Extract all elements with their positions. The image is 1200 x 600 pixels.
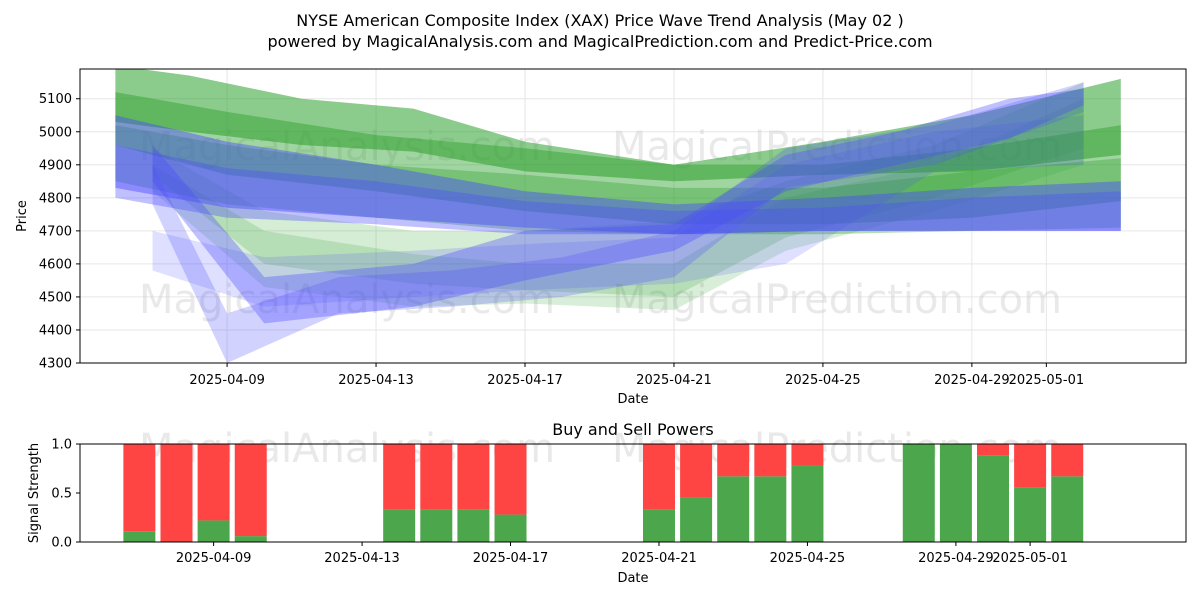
price-axes-frame [79, 68, 1187, 364]
signal-x-tick-label: 2025-04-21 [621, 551, 697, 566]
signal-x-ticks: 2025-04-09 2025-04-13 2025-04-17 2025-04-21… [176, 542, 1068, 566]
signal-y-tick-label: 0.0 [51, 536, 72, 551]
signal-x-tick-label: 2025-04-17 [473, 551, 549, 566]
buy-bar [197, 520, 230, 542]
signal-x-tick-label: 2025-04-29 [918, 551, 994, 566]
signal-y-tick-label: 1.0 [51, 438, 72, 453]
signal-x-tick-label: 2025-05-01 [992, 551, 1068, 566]
price-band-blue-5 [115, 115, 1121, 235]
buy-bar [642, 509, 675, 542]
buy-bar [902, 444, 935, 542]
price-y-tick-label: 4700 [39, 224, 72, 239]
price-x-tick-label: 2025-04-29 [934, 373, 1010, 388]
buy-bar [1051, 476, 1084, 542]
sell-bar [1014, 444, 1047, 488]
signal-x-tick-label: 2025-04-09 [176, 551, 252, 566]
price-y-tick-label: 4300 [39, 357, 72, 372]
price-band-green-1 [115, 92, 1121, 225]
price-band-green-3 [152, 82, 1084, 297]
price-band-blue-9 [152, 115, 1084, 307]
watermark-mid-right: MagicalPrediction.com [612, 277, 1062, 323]
price-wave-chart: MagicalAnalysis.com MagicalPrediction.co… [15, 68, 1187, 407]
signal-x-axis-label: Date [617, 571, 648, 586]
buy-bar [754, 476, 787, 542]
signal-y-ticks: 0.0 0.5 1.0 [51, 438, 80, 551]
buy-bar [494, 514, 527, 542]
buy-bar [1014, 487, 1047, 542]
watermark-mid-left: MagicalAnalysis.com [139, 277, 555, 323]
price-y-tick-label: 4800 [39, 191, 72, 206]
sell-bar [420, 444, 453, 510]
price-band-green-2 [115, 125, 1121, 235]
signal-y-tick-label: 0.5 [51, 487, 72, 502]
sell-bar [754, 444, 787, 477]
sell-bar [197, 444, 230, 521]
sell-bar [123, 444, 156, 532]
figure-title-line2: powered by MagicalAnalysis.com and Magic… [267, 32, 932, 51]
sell-bar [160, 444, 193, 542]
buy-bar [420, 509, 453, 542]
buy-bar [791, 465, 824, 542]
price-y-axis-label: Price [15, 200, 30, 232]
buy-bar [680, 497, 713, 542]
sell-bar [977, 444, 1010, 456]
price-y-tick-label: 4500 [39, 290, 72, 305]
signal-x-tick-label: 2025-04-25 [770, 551, 846, 566]
price-x-axis-label: Date [617, 392, 648, 407]
price-x-tick-label: 2025-04-21 [636, 373, 712, 388]
price-y-tick-label: 4600 [39, 257, 72, 272]
price-x-tick-label: 2025-04-17 [487, 373, 563, 388]
price-band-blue-7 [152, 88, 1084, 324]
price-y-ticks: 4300 4400 4500 4600 4700 4800 4900 5000 5100 [39, 92, 80, 372]
sell-bar [717, 444, 750, 477]
sell-bar [642, 444, 675, 510]
buy-bar [457, 509, 490, 542]
price-bands [115, 69, 1121, 363]
buy-bar [717, 476, 750, 542]
price-x-ticks: 2025-04-09 2025-04-13 2025-04-17 2025-04-21… [189, 363, 1084, 388]
buy-sell-title: Buy and Sell Powers [552, 420, 714, 439]
price-band-green-4 [152, 98, 1084, 311]
buy-bar [383, 509, 416, 542]
signal-x-tick-label: 2025-04-13 [324, 551, 400, 566]
signal-y-axis-label: Signal Strength [27, 443, 42, 543]
buy-bar [939, 444, 972, 542]
price-y-tick-label: 4400 [39, 323, 72, 338]
buy-bar [234, 536, 267, 542]
price-band-blue-6 [115, 145, 1121, 235]
buy-bar [977, 455, 1010, 542]
signal-bars [123, 444, 1084, 542]
buy-bar [123, 531, 156, 542]
price-x-tick-label: 2025-04-13 [338, 373, 414, 388]
sell-bar [680, 444, 713, 498]
sell-bar [457, 444, 490, 510]
sell-bar [494, 444, 527, 515]
sell-bar [234, 444, 267, 537]
price-x-tick-label: 2025-05-01 [1009, 373, 1085, 388]
price-band-green-0 [115, 69, 1121, 182]
buy-sell-chart: Buy and Sell Powers MagicalAnalysis.com … [27, 420, 1187, 586]
price-band-blue-8 [152, 82, 1084, 363]
sell-bar [1051, 444, 1084, 477]
figure-title-line1: NYSE American Composite Index (XAX) Pric… [296, 11, 903, 30]
sell-bar [791, 444, 824, 466]
price-y-tick-label: 5100 [39, 92, 72, 107]
price-x-tick-label: 2025-04-25 [785, 373, 861, 388]
price-x-tick-label: 2025-04-09 [189, 373, 265, 388]
sell-bar [383, 444, 416, 510]
price-y-tick-label: 4900 [39, 158, 72, 173]
price-y-tick-label: 5000 [39, 125, 72, 140]
